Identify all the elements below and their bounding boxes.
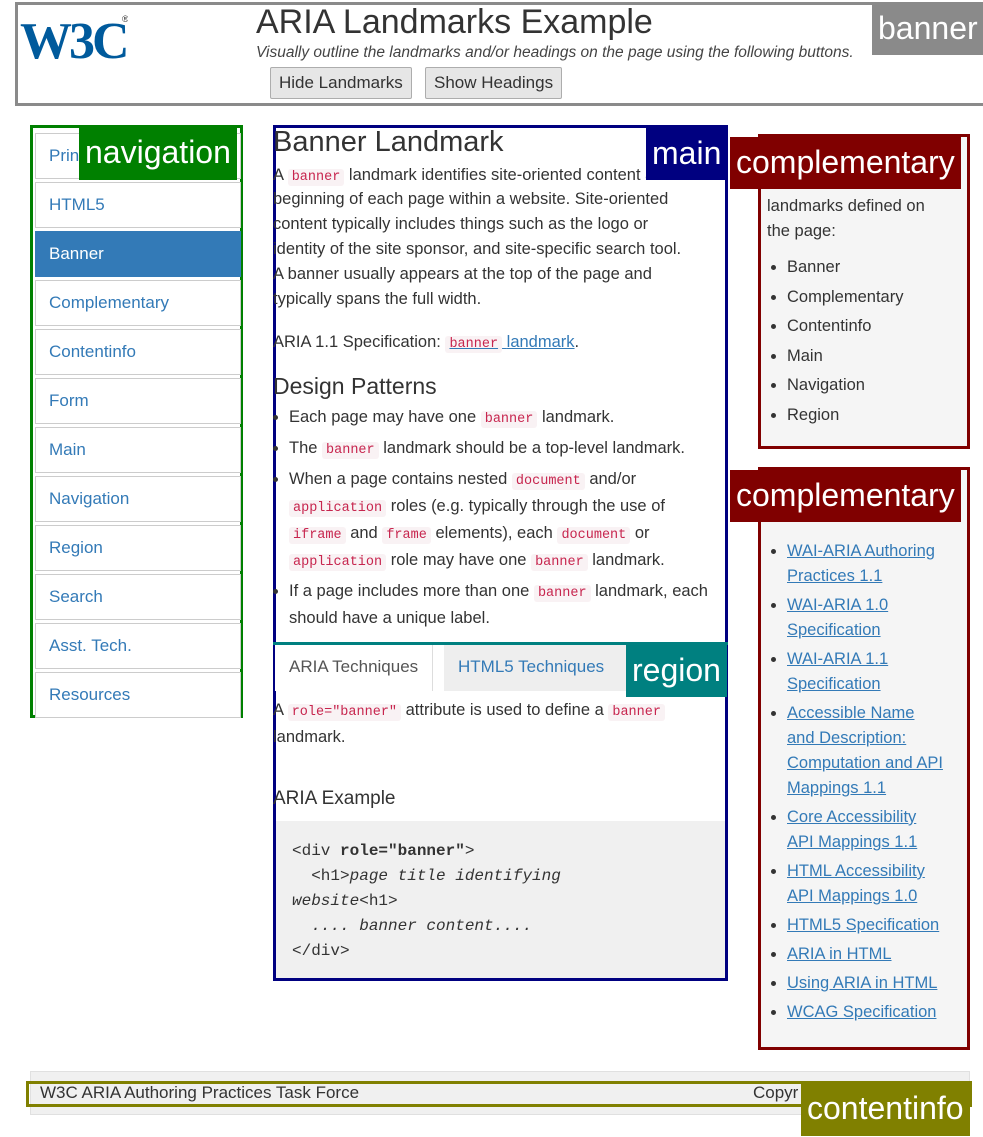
- intro-line-1: A banner landmark identifies site-orient…: [273, 166, 687, 186]
- tab-aria-techniques[interactable]: ARIA Techniques: [275, 645, 434, 691]
- tab-panel-text: A role="banner" attribute is used to def…: [273, 698, 725, 750]
- navigation-landmark: Prin HTML5 Banner Complementary Contenti…: [30, 125, 243, 718]
- nav-item-form[interactable]: Form: [35, 378, 241, 424]
- resource-link-item[interactable]: HTML5 Specification: [787, 913, 967, 938]
- resource-link[interactable]: HTML5 Specification: [787, 916, 940, 934]
- w3c-logo-text: W3C: [20, 13, 127, 66]
- resource-link-item[interactable]: WCAG Specification: [787, 1000, 967, 1025]
- nav-item-complementary[interactable]: Complementary: [35, 280, 241, 326]
- list-item: When a page contains nested document and…: [289, 467, 725, 575]
- intro-line-4: identity of the site sponsor, and site-s…: [273, 240, 682, 258]
- list-item: Contentinfo: [787, 314, 961, 339]
- nav-item-contentinfo[interactable]: Contentinfo: [35, 329, 241, 375]
- hide-landmarks-button[interactable]: Hide Landmarks: [270, 67, 412, 99]
- design-patterns-heading: Design Patterns: [273, 373, 437, 399]
- nav-item-search[interactable]: Search: [35, 574, 241, 620]
- nav-item-resources[interactable]: Resources: [35, 672, 241, 718]
- nav-item-navigation[interactable]: Navigation: [35, 476, 241, 522]
- complementary-landmark-label-1: complementary: [730, 137, 961, 189]
- resource-link-item[interactable]: Using ARIA in HTML: [787, 971, 967, 996]
- landmark-list: Banner Complementary Contentinfo Main Na…: [761, 255, 961, 432]
- page-title: ARIA Landmarks Example: [256, 3, 653, 41]
- page-subtitle: Visually outline the landmarks and/or he…: [256, 44, 854, 61]
- list-item: Complementary: [787, 285, 961, 310]
- landmarks-intro: landmarks defined on the page:: [767, 197, 925, 240]
- footer-left-text: W3C ARIA Authoring Practices Task Force: [40, 1083, 360, 1102]
- list-item: Each page may have one banner landmark.: [289, 405, 725, 432]
- resource-link-item[interactable]: ARIA in HTML: [787, 942, 967, 967]
- list-item: Navigation: [787, 373, 961, 398]
- list-item: If a page includes more than one banner …: [289, 579, 725, 631]
- navigation-landmark-label: navigation: [79, 128, 237, 180]
- intro-line-3: content typically includes things such a…: [273, 215, 649, 233]
- inline-code: banner: [287, 169, 345, 186]
- list-item: Region: [787, 403, 961, 428]
- resource-link[interactable]: WCAG Specification: [787, 1003, 937, 1021]
- nav-item-main[interactable]: Main: [35, 427, 241, 473]
- design-patterns-list: Each page may have one banner landmark. …: [273, 405, 725, 635]
- footer-copyright[interactable]: Copyr: [753, 1083, 799, 1102]
- resource-link[interactable]: WAI-ARIA 1.1 Specification: [787, 650, 889, 693]
- nav-item-region[interactable]: Region: [35, 525, 241, 571]
- spec-link[interactable]: banner landmark: [445, 333, 575, 353]
- aria-example-heading: ARIA Example: [273, 788, 396, 809]
- nav-item-asst-tech[interactable]: Asst. Tech.: [35, 623, 241, 669]
- contentinfo-landmark-label: contentinfo: [801, 1082, 970, 1136]
- resource-link[interactable]: ARIA in HTML: [787, 945, 892, 963]
- main-heading: Banner Landmark: [273, 126, 504, 158]
- resource-link[interactable]: Accessible Name and Description: Computati…: [787, 704, 943, 797]
- contentinfo-landmark: [26, 1081, 972, 1107]
- w3c-logo[interactable]: W3C ®: [18, 6, 128, 66]
- banner-landmark-label: banner: [872, 3, 983, 55]
- svg-text:®: ®: [122, 14, 128, 24]
- resource-link[interactable]: WAI-ARIA 1.0 Specification: [787, 596, 889, 639]
- resource-link[interactable]: Core Accessibility API Mappings 1.1: [787, 808, 918, 851]
- code-example: <div role="banner"> <h1>page title ident…: [276, 821, 725, 978]
- region-landmark-label: region: [626, 645, 727, 697]
- resource-link[interactable]: WAI-ARIA Authoring Practices 1.1: [787, 542, 935, 585]
- tab-html5-techniques[interactable]: HTML5 Techniques: [444, 645, 630, 691]
- banner-landmark: [15, 2, 983, 106]
- list-item: Banner: [787, 255, 961, 280]
- complementary-landmark-label-2: complementary: [730, 470, 961, 522]
- intro-line-6: typically spans the full width.: [273, 290, 482, 308]
- resource-link[interactable]: HTML Accessibility API Mappings 1.0: [787, 862, 925, 905]
- intro-line-5: A banner usually appears at the top of t…: [273, 265, 652, 283]
- region-landmark: [273, 642, 728, 645]
- nav-item-banner[interactable]: Banner: [35, 231, 241, 277]
- nav-item-html5[interactable]: HTML5: [35, 182, 241, 228]
- main-landmark-label: main: [646, 128, 728, 180]
- show-headings-button[interactable]: Show Headings: [425, 67, 563, 99]
- list-item: Main: [787, 344, 961, 369]
- resource-link[interactable]: Using ARIA in HTML: [787, 974, 938, 992]
- spec-line: ARIA 1.1 Specification: banner landmark.: [273, 333, 580, 353]
- intro-line-2: beginning of each page within a website.…: [273, 190, 669, 208]
- list-item: The banner landmark should be a top-leve…: [289, 436, 725, 463]
- main-landmark: [273, 125, 728, 981]
